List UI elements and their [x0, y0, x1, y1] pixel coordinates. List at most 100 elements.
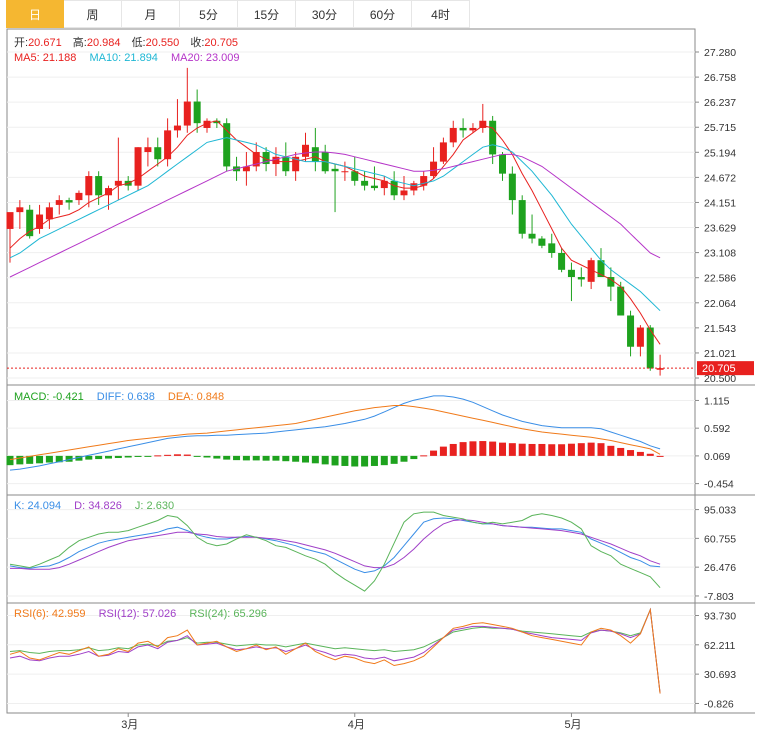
low-label: 低: — [132, 36, 146, 49]
macd-bar — [380, 455, 388, 466]
price-tick-label: 26.758 — [704, 72, 736, 84]
price-tick-label: 22.064 — [704, 298, 736, 310]
macd-bar — [45, 455, 53, 463]
candle-up — [242, 166, 250, 172]
macd-bar — [203, 455, 211, 458]
rsi24-value: RSI(24): 65.296 — [189, 608, 267, 620]
candle-up — [134, 147, 142, 186]
macd-bar — [272, 455, 280, 461]
macd-bar — [617, 447, 625, 456]
price-tick-label: 24.151 — [704, 197, 736, 209]
macd-histogram — [6, 441, 664, 467]
tab-15min[interactable]: 15分 — [238, 0, 296, 28]
candle-down — [597, 260, 605, 278]
candle-up — [6, 212, 14, 229]
candle-down — [351, 171, 359, 181]
candle-down — [154, 147, 162, 160]
candle-up — [400, 190, 408, 196]
ma5-line — [9, 120, 661, 345]
kdj-tick-label: 95.033 — [704, 505, 736, 517]
candle-down — [331, 168, 339, 172]
price-axis: 27.280 26.758 26.237 25.715 25.194 24.672 24.1… — [695, 47, 736, 385]
macd-bar — [558, 444, 566, 456]
tab-day[interactable]: 日 — [6, 0, 64, 28]
macd-bar — [587, 442, 595, 456]
price-tick-label: 24.672 — [704, 172, 736, 184]
rsi24-line — [9, 607, 661, 694]
macd-bar — [469, 441, 477, 456]
macd-bar — [164, 454, 172, 456]
k-value: K: 24.094 — [14, 500, 61, 512]
tab-5min[interactable]: 5分 — [180, 0, 238, 28]
candle-down — [508, 173, 516, 201]
macd-bar — [154, 455, 162, 457]
macd-bar — [518, 443, 526, 456]
tab-4hour[interactable]: 4时 — [412, 0, 470, 28]
macd-bar — [233, 455, 241, 461]
macd-bar — [410, 455, 418, 460]
candle-down — [262, 152, 270, 165]
ohlc-legend: 开:20.671 高:20.984 低:20.550 收:20.705 — [14, 35, 238, 49]
candle-up — [173, 125, 181, 131]
tab-month[interactable]: 月 — [122, 0, 180, 28]
candle-down — [558, 252, 566, 270]
macd-bar — [577, 443, 585, 456]
macd-bar — [75, 455, 83, 461]
rsi-tick-label: -0.826 — [704, 698, 734, 710]
macd-bar — [95, 455, 103, 460]
tab-60min[interactable]: 60分 — [354, 0, 412, 28]
main-grid — [7, 51, 695, 379]
j-value: J: 2.630 — [135, 500, 174, 512]
ma-legend: MA5: 21.188 MA10: 21.894 MA20: 23.009 — [14, 52, 240, 64]
macd-bar — [597, 443, 605, 456]
k-line — [9, 517, 661, 574]
open-label: 开: — [14, 37, 28, 49]
candle-up — [252, 152, 260, 167]
kdj-tick-label: -7.803 — [704, 591, 734, 603]
diff-line — [9, 395, 661, 471]
macd-bar — [479, 441, 487, 456]
macd-bar — [321, 455, 329, 465]
candle-up — [479, 120, 487, 128]
current-price-tag-text: 20.705 — [702, 363, 736, 375]
macd-bar — [292, 455, 300, 462]
kdj-tick-label: 26.476 — [704, 562, 736, 574]
macd-bar — [282, 455, 290, 462]
ma10-line — [9, 137, 661, 312]
candle-up — [16, 207, 24, 213]
rsi12-line — [9, 607, 661, 694]
candle-down — [499, 154, 506, 174]
date-tick-label: 3月 — [121, 719, 138, 731]
candle-up — [55, 200, 63, 205]
candle-up — [75, 192, 83, 201]
macd-axis: 1.115 0.592 0.069 -0.454 — [695, 395, 734, 491]
price-tick-label: 21.021 — [704, 348, 736, 360]
macd-bar — [538, 443, 546, 456]
dea-value: DEA: 0.848 — [168, 391, 224, 403]
macd-bar — [627, 450, 635, 456]
candle-up — [85, 176, 93, 196]
macd-bar — [459, 442, 467, 456]
rsi-axis: 93.730 62.211 30.693 -0.826 — [695, 610, 736, 710]
candle-up — [114, 180, 122, 186]
candle-up — [302, 144, 309, 157]
high-label: 高: — [73, 35, 87, 49]
rsi-tick-label: 30.693 — [704, 669, 736, 681]
high-value: 20.984 — [87, 37, 121, 49]
price-tick-label: 22.586 — [704, 273, 736, 285]
ma20-legend: MA20: 23.009 — [171, 52, 240, 64]
macd-bar — [508, 443, 516, 456]
candle-up — [449, 127, 457, 143]
macd-tick-label: -0.454 — [704, 479, 734, 491]
ma20-line — [9, 151, 661, 278]
candle-down — [459, 127, 467, 131]
macd-bar — [646, 453, 654, 456]
candle-up — [341, 171, 349, 173]
tab-30min[interactable]: 30分 — [296, 0, 354, 28]
rsi12-value: RSI(12): 57.026 — [99, 608, 177, 620]
tab-week[interactable]: 周 — [64, 0, 122, 28]
rsi-lines — [9, 607, 661, 694]
candle-down — [213, 120, 221, 124]
candlesticks — [6, 67, 664, 376]
